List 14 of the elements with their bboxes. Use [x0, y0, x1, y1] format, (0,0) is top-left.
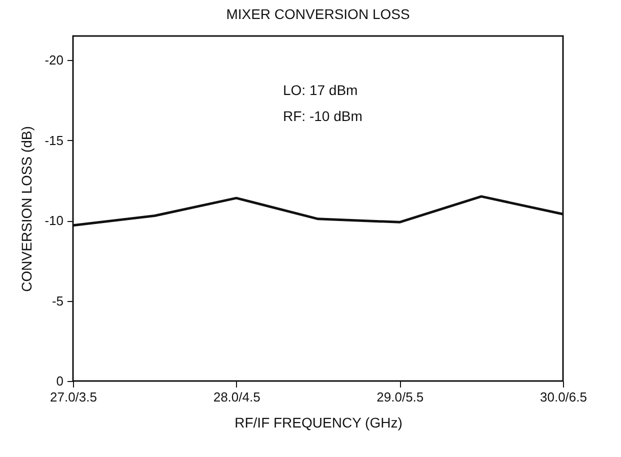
chart-title: MIXER CONVERSION LOSS [226, 6, 410, 22]
x-tick-label: 28.0/4.5 [213, 390, 260, 404]
x-tick-label: 29.0/5.5 [376, 390, 424, 404]
x-axis-title: RF/IF FREQUENCY (GHz) [234, 414, 402, 430]
y-tick-label: -10 [44, 213, 64, 228]
y-tick-label: -5 [52, 293, 64, 308]
x-tick-label: 27.0/3.5 [50, 390, 97, 404]
y-tick-label: 0 [56, 374, 64, 388]
y-tick-label: -20 [44, 52, 64, 68]
y-axis-title: CONVERSION LOSS (dB) [18, 126, 35, 292]
annotation: RF: -10 dBm [283, 108, 362, 124]
annotation: LO: 17 dBm [283, 82, 358, 98]
x-tick-label: 30.0/6.5 [540, 390, 587, 404]
y-tick-label: -15 [44, 132, 64, 148]
